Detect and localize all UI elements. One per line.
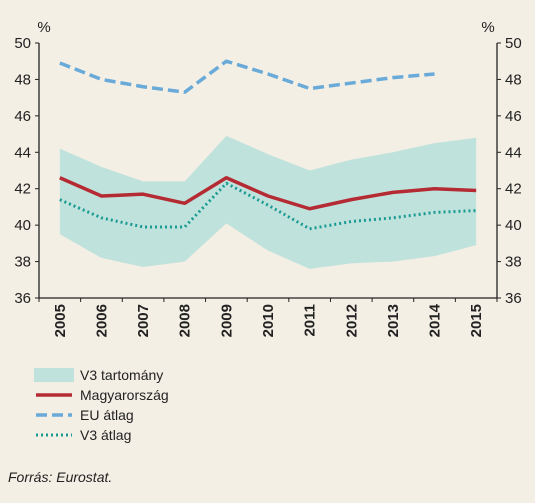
- y-tick-label-right: 36: [505, 290, 522, 307]
- y-unit-left: %: [37, 19, 50, 36]
- x-tick-label: 2009: [218, 304, 235, 337]
- legend-swatch-series-1: [34, 408, 74, 422]
- legend: V3 tartomány Magyarország EU átlag V3 át…: [34, 365, 169, 445]
- legend-item-series-0: Magyarország: [34, 385, 169, 405]
- y-tick-label-left: 50: [14, 35, 31, 52]
- legend-label-series-0: Magyarország: [80, 387, 169, 403]
- x-tick-label: 2015: [468, 304, 485, 337]
- legend-swatch-series-2: [34, 428, 74, 442]
- range-band: [59, 135, 477, 269]
- x-tick-label: 2006: [93, 304, 110, 337]
- y-tick-label-right: 48: [505, 71, 522, 88]
- legend-item-series-1: EU átlag: [34, 405, 169, 425]
- y-tick-label-right: 40: [505, 217, 522, 234]
- y-tick-label-left: 46: [14, 108, 31, 125]
- legend-swatch-band: [34, 368, 74, 382]
- x-tick-label: 2014: [427, 303, 444, 337]
- x-tick-label: 2011: [302, 304, 319, 337]
- legend-label-band: V3 tartomány: [80, 367, 164, 383]
- y-unit-right: %: [481, 19, 494, 36]
- y-tick-label-left: 44: [14, 144, 31, 161]
- x-tick-label: 2005: [52, 304, 69, 337]
- y-tick-label-left: 48: [14, 71, 31, 88]
- source-note: Forrás: Eurostat.: [8, 469, 113, 485]
- x-tick-label: 2013: [385, 304, 402, 337]
- series-line-1: [59, 59, 435, 94]
- x-tick-label: 2008: [177, 304, 194, 337]
- legend-item-band: V3 tartomány: [34, 365, 169, 385]
- y-tick-label-right: 50: [505, 35, 522, 52]
- y-tick-label-left: 36: [14, 290, 31, 307]
- x-tick-label: 2007: [135, 304, 152, 337]
- legend-label-series-2: V3 átlag: [80, 427, 132, 443]
- y-tick-label-right: 46: [505, 108, 522, 125]
- y-tick-label-right: 38: [505, 254, 522, 271]
- y-tick-label-left: 40: [14, 217, 31, 234]
- legend-label-series-1: EU átlag: [80, 407, 134, 423]
- y-tick-label-left: 38: [14, 254, 31, 271]
- legend-item-series-2: V3 átlag: [34, 425, 169, 445]
- y-tick-label-right: 44: [505, 144, 522, 161]
- y-tick-label-right: 42: [505, 181, 522, 198]
- x-tick-label: 2012: [343, 304, 360, 337]
- x-tick-label: 2010: [260, 304, 277, 337]
- series-line-0: [59, 176, 477, 211]
- legend-swatch-series-0: [34, 388, 74, 402]
- y-tick-label-left: 42: [14, 181, 31, 198]
